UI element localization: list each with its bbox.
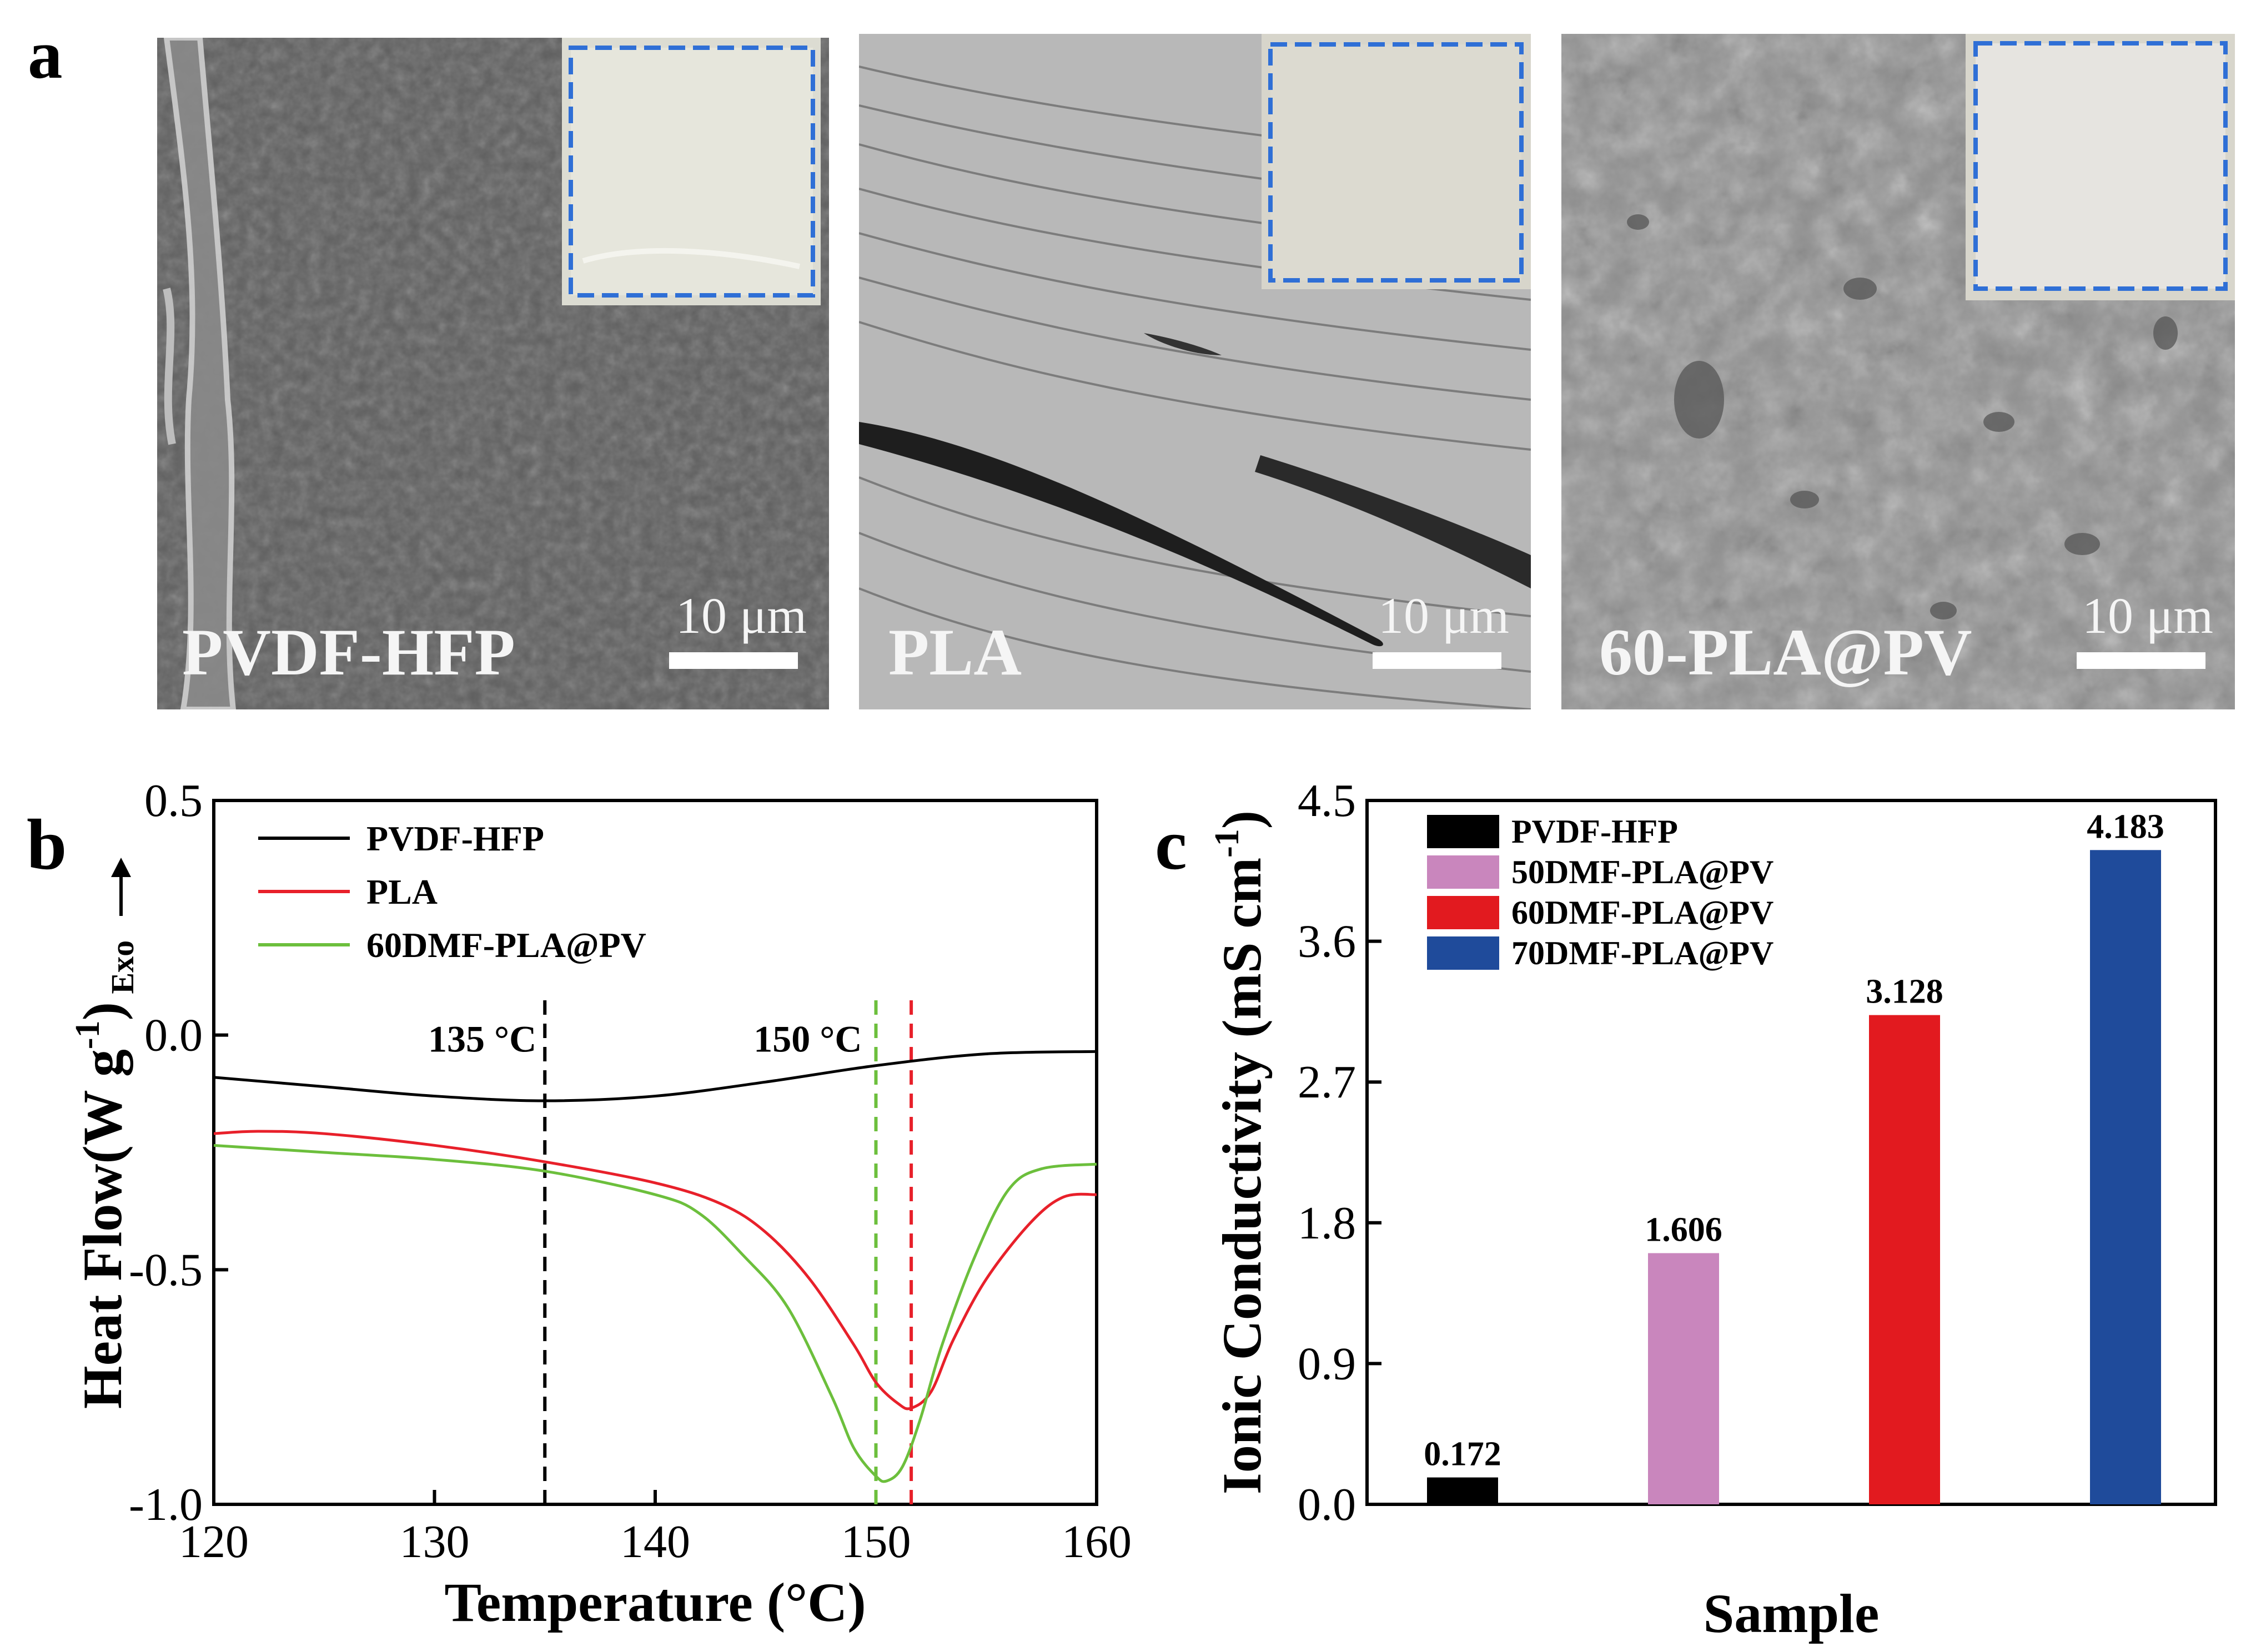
bar-0 [1427,1477,1498,1504]
y-axis-title-main-c: Ionic Conductivity (mS cm [1211,858,1273,1494]
bar-label-1: 1.606 [1645,1211,1722,1248]
scale-bar-label-3: 10 μm [2082,587,2213,644]
legend-label-c-3: 70DMF-PLA@PV [1511,935,1773,971]
bar-1 [1648,1253,1719,1504]
y-axis-title-sub-b: Exo [104,940,140,1002]
legend-label-c-1: 50DMF-PLA@PV [1511,854,1773,890]
x-tick-label-b: 120 [179,1516,249,1568]
vline-label-135: 135 °C [428,1018,536,1060]
y-tick-label-c: 2.7 [1298,1056,1356,1108]
scale-bar-1 [669,652,798,669]
y-axis-title-c: Ionic Conductivity (mS cm-1) [1208,810,1273,1494]
panel-a-letter: a [28,17,63,93]
scale-bar-2 [1373,652,1501,669]
legend-label-b-1: PLA [366,872,438,911]
x-axis-title-c: Sample [1704,1583,1880,1644]
sem-image-60-pla-pv [1561,34,2235,709]
series-line-2 [213,1144,1097,1483]
y-axis-title-sup-c: -1 [1208,829,1246,858]
sample-label-pvdf-hfp: PVDF-HFP [182,615,515,689]
y-axis-title-tail-c: ) [1211,810,1273,829]
ionic-conductivity-chart: 0.0 0.9 1.8 2.7 3.6 4.5 0.172 1.606 3.128 4.183 PV… [1208,775,2217,1644]
inset-photo-60-pla-pv [1966,34,2235,300]
y-tick-label-c: 0.9 [1298,1338,1356,1389]
y-tick-label-b: -0.5 [129,1244,203,1296]
sample-label-pla: PLA [888,615,1022,689]
y-axis-title-tail-b: ) [72,1002,133,1020]
bar-label-3: 4.183 [2087,808,2164,845]
panel-c-letter: c [1155,805,1187,885]
y-axis-title-main-b: Heat Flow(W g [72,1049,133,1409]
x-tick-label-b: 150 [841,1516,911,1568]
x-tick-label-b: 130 [400,1516,470,1568]
series-line-1 [213,1130,1097,1411]
series-line-0 [213,1050,1097,1102]
scale-bar-label-1: 10 μm [676,587,807,644]
y-tick-label-b: -1.0 [129,1479,203,1530]
y-tick-label-b: 0.0 [144,1010,203,1061]
legend-label-c-2: 60DMF-PLA@PV [1511,894,1773,931]
y-tick-label-c: 1.8 [1298,1197,1356,1249]
inset-photo-pvdf-hfp [562,38,821,305]
y-tick-label-c: 4.5 [1298,775,1356,827]
legend-swatch-c-3 [1427,936,1499,970]
bar-2 [1869,1015,1940,1504]
sample-label-60-pla-pv: 60-PLA@PV [1599,615,1972,689]
bar-label-2: 3.128 [1866,973,1943,1011]
legend-label-b-2: 60DMF-PLA@PV [366,925,646,965]
panel-b-letter: b [27,805,67,885]
heat-flow-chart: 120 130 140 150 160 -1.0 -0.5 0.0 0.5 135 °C 150 °… [69,775,1132,1633]
y-tick-label-b: 0.5 [144,775,203,827]
inset-photo-pla [1262,34,1531,289]
x-tick-label-b: 160 [1062,1516,1132,1568]
scale-bar-label-2: 10 μm [1378,587,1509,644]
legend-swatch-c-0 [1427,815,1499,848]
x-tick-label-b: 140 [620,1516,690,1568]
legend-label-b-0: PVDF-HFP [366,819,544,858]
legend-swatch-c-2 [1427,896,1499,929]
legend-label-c-0: PVDF-HFP [1511,813,1678,850]
y-tick-label-c: 0.0 [1298,1479,1356,1530]
bar-3 [2090,850,2161,1504]
y-tick-label-c: 3.6 [1298,916,1356,968]
scale-bar-3 [2077,652,2205,669]
exo-arrow-head [111,858,131,877]
bar-label-0: 0.172 [1424,1436,1501,1473]
plot-frame-c [1365,799,2217,1506]
vline-label-150: 150 °C [753,1018,862,1060]
legend-swatch-c-1 [1427,855,1499,889]
y-axis-title-sup-b: -1 [69,1020,107,1049]
y-axis-title-b: Heat Flow(W g-1) Exo [69,940,140,1409]
x-axis-title-b: Temperature (°C) [444,1572,866,1633]
